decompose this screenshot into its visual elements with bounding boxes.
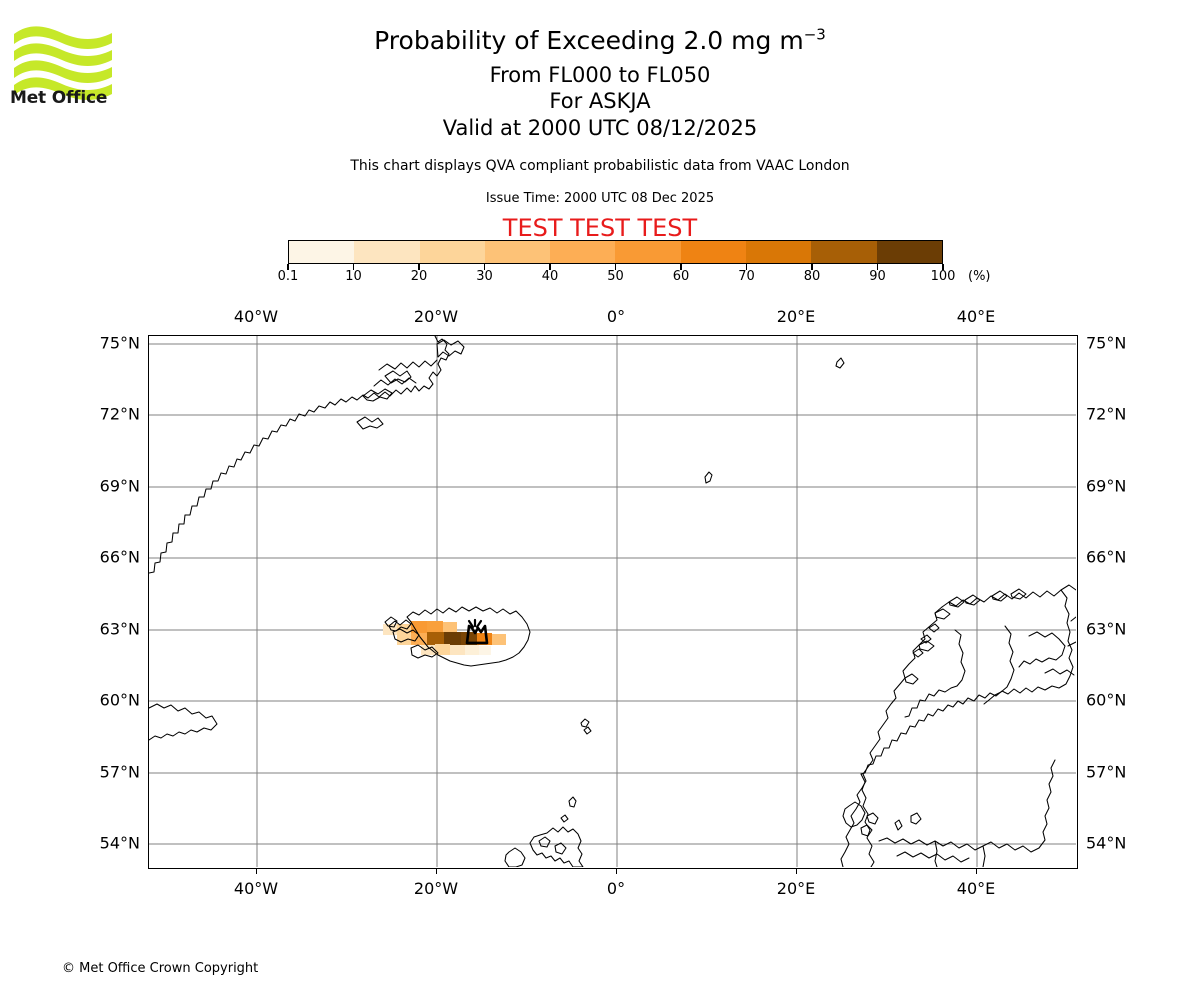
lat-tick-left-57°N: 57°N (99, 762, 140, 782)
lat-tick-left-60°N: 60°N (99, 690, 140, 710)
lon-tick-bottom-0°: 0° (606, 879, 626, 898)
lon-tick-bottom-40°W: 40°W (233, 879, 279, 898)
page-title-text: Probability of Exceeding 2.0 mg m (374, 26, 804, 55)
colorbar-segment-3 (484, 241, 551, 263)
colorbar-gradient (288, 240, 943, 264)
lat-tick-right-75°N: 75°N (1086, 333, 1127, 353)
volcano-marker-icon (465, 618, 489, 645)
colorbar-tick-30 (483, 264, 486, 270)
map-canvas (149, 336, 1076, 867)
map-gridlines (149, 336, 1076, 867)
met-office-wave-mark (14, 26, 112, 101)
lon-tick-bottom-20°E: 20°E (776, 879, 816, 898)
colorbar-tick-50 (614, 264, 617, 270)
valid-time-subtitle: Valid at 2000 UTC 08/12/2025 (442, 116, 758, 140)
colorbar-segment-1 (354, 241, 420, 263)
lat-tick-left-66°N: 66°N (99, 547, 140, 567)
colorbar-tick-70 (745, 264, 748, 270)
colorbar-tick-label-70: 70 (738, 269, 755, 284)
flight-level-subtitle: From FL000 to FL050 (489, 63, 711, 87)
lon-tickmark-40°W (256, 869, 258, 874)
lon-tick-top-20°E: 20°E (776, 307, 816, 326)
colorbar-tick-label-10: 10 (345, 269, 362, 284)
ash-plume-probability-field (383, 621, 506, 655)
lat-tick-right-69°N: 69°N (1086, 476, 1127, 496)
colorbar-segment-4 (550, 241, 616, 263)
lon-tickmark-20°E (796, 869, 798, 874)
colorbar-tick-0.1 (287, 264, 289, 270)
lon-tickmark-0° (616, 869, 618, 874)
lon-tickmark-40°E (976, 869, 978, 874)
lon-tick-bottom-40°E: 40°E (956, 879, 996, 898)
colorbar-segment-8 (811, 241, 877, 263)
lon-tick-top-40°W: 40°W (233, 307, 279, 326)
map-plot-area[interactable] (148, 335, 1078, 869)
colorbar-tick-label-30: 30 (476, 269, 493, 284)
colorbar-tick-40 (549, 264, 551, 270)
colorbar-tick-label-60: 60 (672, 269, 690, 284)
met-office-logo-text: Met Office (10, 88, 108, 108)
colorbar-tick-label-0.1: 0.1 (277, 269, 299, 284)
colorbar-tick-label-100: 100 (930, 269, 956, 284)
colorbar-tick-80 (811, 264, 813, 270)
colorbar-segment-6 (680, 241, 747, 263)
lat-tick-right-54°N: 54°N (1086, 833, 1127, 853)
lon-tick-top-40°E: 40°E (956, 307, 996, 326)
colorbar-ticks (287, 264, 944, 271)
qva-note: This chart displays QVA compliant probab… (350, 158, 850, 174)
colorbar-segment-5 (615, 241, 681, 263)
colorbar-segment-9 (876, 241, 942, 263)
lat-tick-right-57°N: 57°N (1086, 762, 1127, 782)
lat-tick-left-75°N: 75°N (99, 333, 140, 353)
colorbar-tick-label-40: 40 (541, 269, 559, 284)
colorbar-segment-7 (746, 241, 812, 263)
volcano-subtitle: For ASKJA (549, 89, 651, 113)
lat-tick-left-63°N: 63°N (99, 619, 140, 639)
lat-tick-right-63°N: 63°N (1086, 619, 1127, 639)
colorbar-tick-labels: 0.1 10 20 30 40 50 60 70 80 90 100 (278, 269, 956, 287)
lat-tick-left-69°N: 69°N (99, 476, 140, 496)
colorbar-tick-label-20: 20 (410, 269, 428, 284)
colorbar-tick-90 (876, 264, 879, 270)
coastlines (149, 336, 1076, 867)
page-title-exponent: −3 (803, 25, 826, 44)
lat-tick-left-54°N: 54°N (99, 833, 140, 853)
test-banner: TEST TEST TEST (502, 214, 698, 242)
probability-colorbar: 0.1 10 20 30 40 50 60 70 80 90 100 (278, 240, 955, 284)
met-office-logo (12, 24, 124, 114)
colorbar-tick-60 (680, 264, 682, 270)
lat-tick-left-72°N: 72°N (99, 404, 140, 424)
colorbar-tick-20 (418, 264, 420, 270)
lat-tick-right-66°N: 66°N (1086, 547, 1127, 567)
copyright-notice: © Met Office Crown Copyright (62, 961, 259, 976)
colorbar-unit-label: (%) (968, 269, 991, 284)
colorbar-tick-label-80: 80 (803, 269, 821, 284)
colorbar-tick-10 (352, 264, 355, 270)
colorbar-segment-2 (419, 241, 485, 263)
page-title: Probability of Exceeding 2.0 mg m−3 (0, 26, 1200, 56)
issue-time: Issue Time: 2000 UTC 08 Dec 2025 (485, 191, 715, 206)
lon-tick-top-20°W: 20°W (413, 307, 459, 326)
colorbar-tick-100 (942, 264, 944, 270)
colorbar-tick-label-50: 50 (607, 269, 624, 284)
colorbar-segment-0 (289, 241, 355, 263)
lon-tick-top-0°: 0° (606, 307, 626, 326)
lon-tick-bottom-20°W: 20°W (413, 879, 459, 898)
lat-tick-right-72°N: 72°N (1086, 404, 1127, 424)
colorbar-tick-label-90: 90 (869, 269, 886, 284)
lon-tickmark-20°W (436, 869, 438, 874)
lat-tick-right-60°N: 60°N (1086, 690, 1127, 710)
